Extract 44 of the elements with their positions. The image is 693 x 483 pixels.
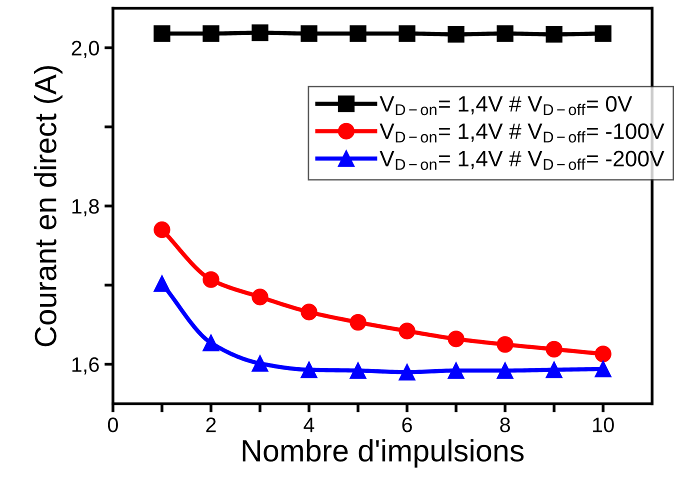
y-tick-label: 1,8 (72, 199, 99, 216)
point (546, 26, 562, 43)
y-tick-label: 2,0 (72, 40, 99, 58)
point (154, 275, 170, 292)
x-tick-label: 2 (206, 418, 216, 432)
point (252, 288, 268, 306)
point (546, 340, 562, 358)
point (154, 25, 170, 42)
point (300, 25, 318, 42)
point (300, 361, 318, 378)
point (594, 360, 612, 378)
x-axis-title: Nombre d'impulsions (242, 439, 524, 468)
point (496, 362, 514, 379)
x-tick-label: 0 (108, 418, 118, 432)
point (448, 362, 464, 379)
point (496, 336, 514, 353)
point (448, 26, 464, 43)
point (448, 330, 464, 348)
point (594, 346, 612, 362)
point (252, 24, 268, 42)
x-tick-label: 10 (593, 418, 614, 432)
point (496, 25, 514, 42)
legend-label: V$_{D−on}$= 1,4V # V$_{D−off}$= 0V (380, 96, 632, 116)
point (546, 361, 562, 378)
point (350, 362, 366, 379)
point (202, 334, 220, 352)
point (154, 221, 170, 238)
legend-label: V$_{D−on}$= 1,4V # V$_{D−off}$= -200V (380, 150, 664, 170)
legend-label: V$_{D−on}$= 1,4V # V$_{D−off}$= -100V (380, 123, 664, 143)
x-tick-label: 4 (304, 418, 314, 432)
point (594, 25, 612, 42)
point (202, 25, 220, 42)
point (300, 304, 318, 320)
point (202, 271, 220, 288)
point (350, 25, 366, 42)
point (398, 322, 416, 340)
point (252, 355, 268, 372)
point (398, 25, 416, 42)
y-tick-label: 1,6 (72, 357, 99, 374)
point (398, 364, 416, 380)
point (350, 314, 366, 331)
x-tick-label: 8 (500, 418, 510, 432)
y-axis-title: Courant en direct (A) (34, 66, 62, 346)
x-tick-label: 6 (402, 418, 412, 432)
